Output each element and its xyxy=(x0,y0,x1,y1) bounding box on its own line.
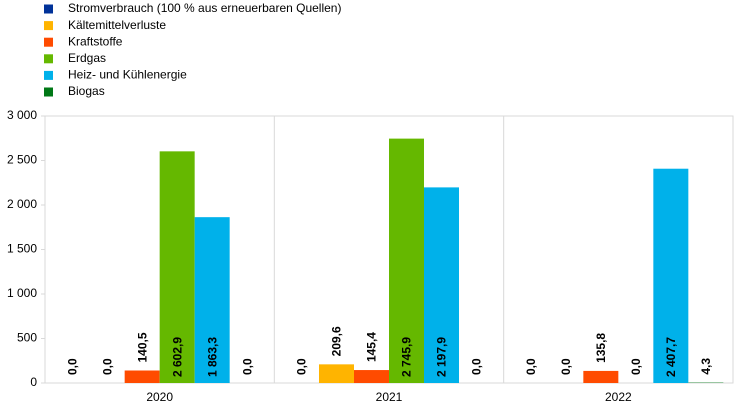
legend-swatch xyxy=(44,70,53,80)
bar xyxy=(653,168,689,383)
x-tick-label: 2021 xyxy=(376,390,403,404)
legend-swatch xyxy=(44,4,53,14)
legend-swatch xyxy=(44,37,53,47)
legend-label: Erdgas xyxy=(68,51,106,65)
value-label: 0,0 xyxy=(629,358,643,375)
bar xyxy=(583,370,619,383)
value-label: 2 197,9 xyxy=(435,337,449,377)
bar xyxy=(124,370,160,383)
value-label: 145,4 xyxy=(365,332,379,362)
value-label: 135,8 xyxy=(594,333,608,363)
bar xyxy=(319,364,354,383)
y-tick-label: 1 000 xyxy=(7,286,37,300)
x-tick-label: 2022 xyxy=(605,390,632,404)
legend-swatch xyxy=(44,87,53,97)
x-tick-label: 2020 xyxy=(146,390,173,404)
bar xyxy=(194,217,230,383)
y-tick-label: 0 xyxy=(30,375,37,389)
value-label: 140,5 xyxy=(135,332,149,362)
legend-label: Kältemittelverluste xyxy=(68,18,166,32)
value-label: 4,3 xyxy=(699,358,713,375)
bar xyxy=(424,187,459,383)
y-tick-label: 3 000 xyxy=(7,108,37,122)
y-tick-label: 2 000 xyxy=(7,197,37,211)
legend-swatch xyxy=(44,54,53,64)
value-label: 1 863,3 xyxy=(205,337,219,377)
value-label: 0,0 xyxy=(240,358,254,375)
value-label: 0,0 xyxy=(470,358,484,375)
y-tick-label: 500 xyxy=(17,331,37,345)
y-tick-label: 1 500 xyxy=(7,242,37,256)
value-label: 0,0 xyxy=(65,358,79,375)
value-label: 0,0 xyxy=(100,358,114,375)
bar xyxy=(354,370,389,383)
bar xyxy=(159,151,195,383)
value-label: 2 407,7 xyxy=(664,337,678,377)
bar xyxy=(389,138,424,383)
value-label: 2 745,9 xyxy=(400,337,414,377)
legend-label: Kraftstoffe xyxy=(68,34,123,48)
legend-swatch xyxy=(44,21,53,31)
value-label: 2 602,9 xyxy=(170,337,184,377)
legend-label: Biogas xyxy=(68,84,105,98)
value-label: 209,6 xyxy=(330,326,344,356)
y-tick-label: 2 500 xyxy=(7,153,37,167)
value-label: 0,0 xyxy=(295,358,309,375)
legend-label: Heiz- und Kühlenergie xyxy=(68,68,187,82)
value-label: 0,0 xyxy=(559,358,573,375)
value-label: 0,0 xyxy=(524,358,538,375)
legend-label: Stromverbrauch (100 % aus erneuerbaren Q… xyxy=(68,1,341,15)
